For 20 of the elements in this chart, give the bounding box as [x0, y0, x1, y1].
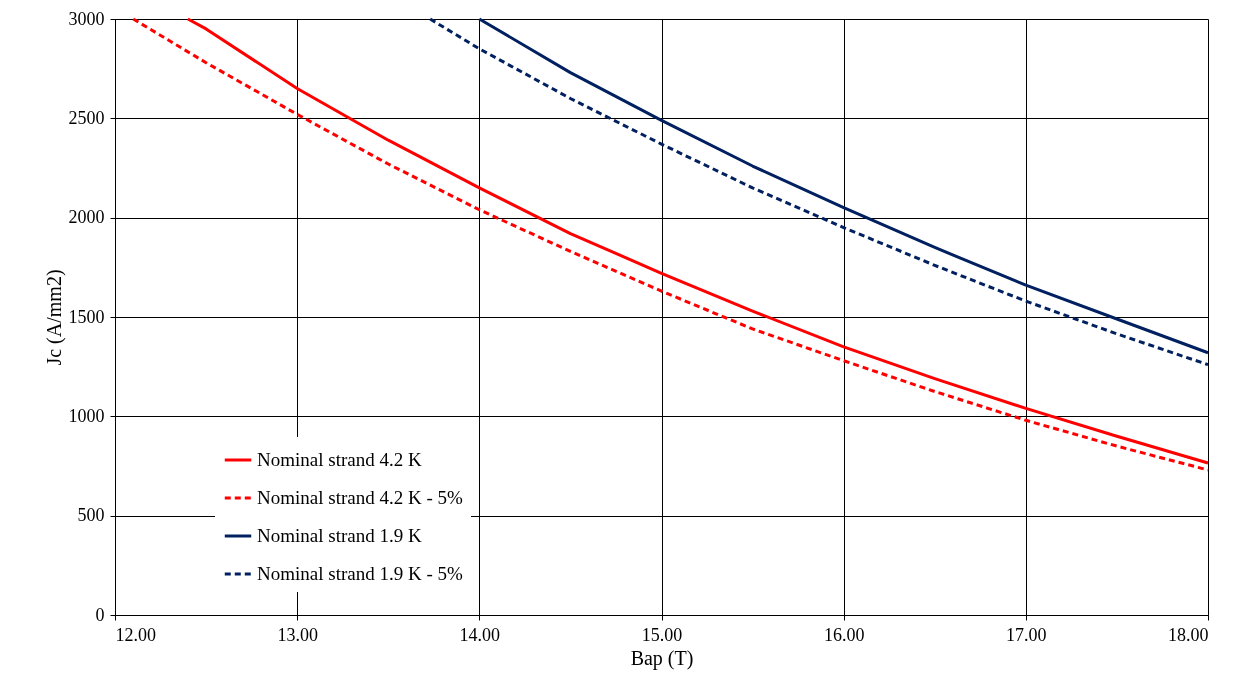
y-tick-label: 2500 [68, 107, 105, 128]
legend-label: Nominal strand 4.2 K [257, 449, 422, 470]
x-tick-label: 13.00 [277, 624, 318, 645]
x-tick-label: 17.00 [1006, 624, 1047, 645]
y-tick-label: 0 [95, 604, 105, 625]
legend-label: Nominal strand 1.9 K [257, 525, 422, 546]
x-tick-label: 12.00 [115, 624, 156, 645]
legend-label: Nominal strand 4.2 K - 5% [257, 487, 463, 508]
x-tick-label: 16.00 [823, 624, 865, 645]
x-tick-label: 14.00 [459, 624, 501, 645]
y-tick-label: 500 [77, 505, 105, 526]
y-tick-label: 2000 [68, 207, 105, 228]
x-axis-title: Bap (T) [630, 646, 694, 670]
y-axis-title: Jc (A/mm2) [42, 269, 66, 366]
y-tick-label: 3000 [68, 8, 105, 29]
x-tick-label: 18.00 [1168, 624, 1209, 645]
y-tick-label: 1000 [68, 405, 105, 426]
y-tick-label: 1500 [68, 306, 105, 327]
x-tick-label: 15.00 [641, 624, 683, 645]
legend-label: Nominal strand 1.9 K - 5% [257, 563, 463, 584]
